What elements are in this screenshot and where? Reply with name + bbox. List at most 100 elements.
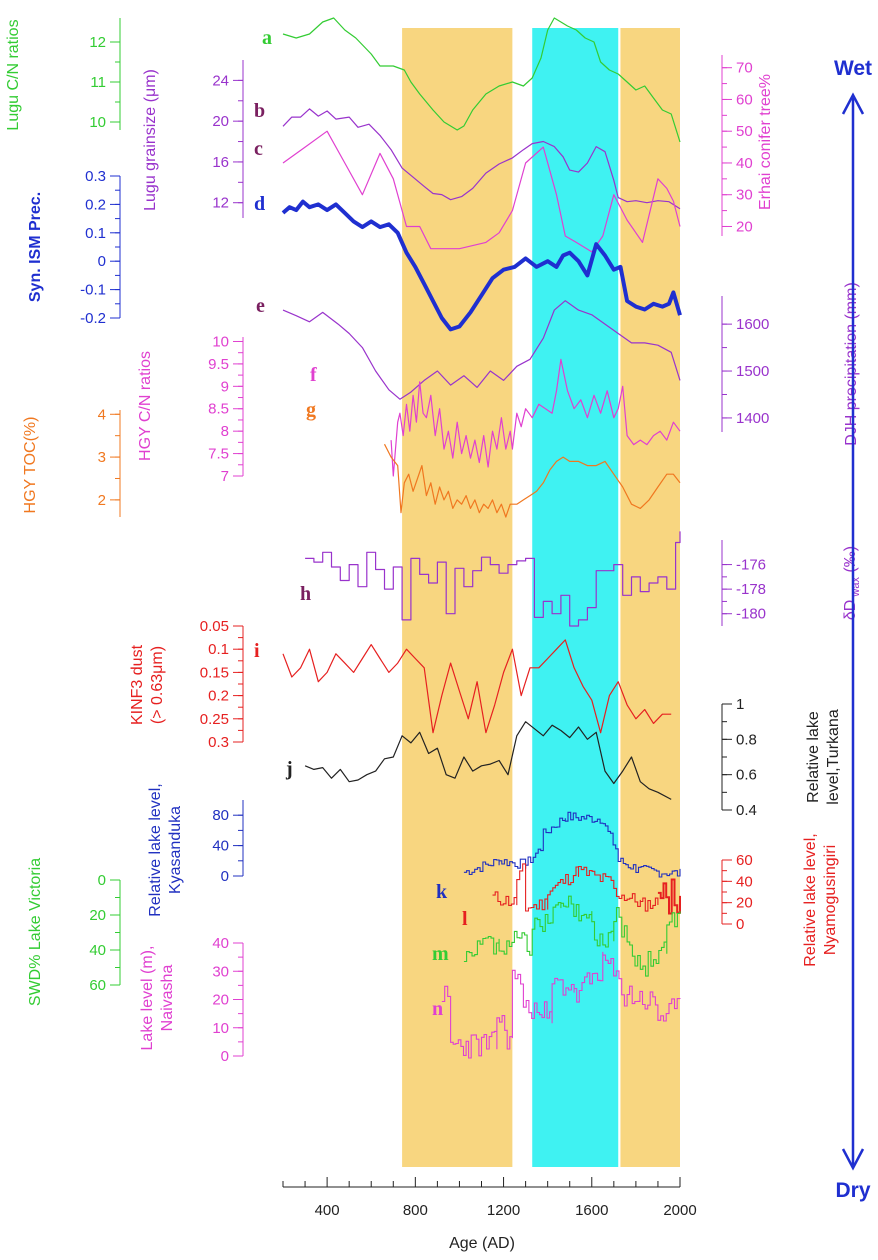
tick-label-n: 30 — [212, 963, 229, 980]
axis-d: -0.2 -0.1 0 0.1 0.2 0.3 Syn. ISM Prec. — [27, 168, 121, 327]
axis-a: 10 11 12 Lugu C/N ratios — [5, 18, 121, 131]
tick-label-e: 1400 — [736, 410, 769, 427]
tick-label-i: 0.2 — [208, 688, 229, 705]
x-tick-label: 1200 — [487, 1202, 520, 1219]
axis-title-m: SWD% Lake Victoria — [27, 858, 44, 1006]
tick-label-m: 60 — [89, 977, 106, 994]
axis-title-i: KINF3 dust (> 0.63μm) — [129, 644, 166, 725]
tick-label-m: 20 — [89, 907, 106, 924]
tick-label-b: 12 — [212, 195, 229, 212]
x-axis: 400 800 1200 1600 2000 Age (AD) — [282, 1177, 697, 1252]
axis-n: 0 10 20 30 40 Lake level (m), Naivasha — [139, 935, 244, 1065]
tick-label-k: 80 — [212, 807, 229, 824]
series-letter-b: b — [254, 100, 265, 122]
axis-title-line: (> 0.63μm) — [149, 646, 166, 724]
tick-label-n: 40 — [212, 935, 229, 952]
tick-label-d: -0.1 — [80, 282, 106, 299]
axis-title-c: Erhai conifer tree% — [757, 74, 774, 210]
tick-label-d: 0.3 — [85, 168, 106, 185]
axis-title-line: Relative lake — [805, 711, 822, 803]
axis-title-e: DJH precipitation (mm) — [843, 282, 860, 446]
tick-label-a: 12 — [89, 34, 106, 51]
tick-label-j: 1 — [736, 696, 744, 713]
tick-label-i: 0.3 — [208, 734, 229, 751]
tick-label-c: 20 — [736, 218, 753, 235]
tick-label-i: 0.15 — [200, 664, 229, 681]
axis-title-line: Relative lake level, — [802, 833, 819, 966]
tick-label-c: 50 — [736, 123, 753, 140]
x-axis-title: Age (AD) — [449, 1235, 515, 1252]
tick-label-l: 40 — [736, 873, 753, 890]
axis-b: 12 16 20 24 Lugu grainsize (μm) — [142, 60, 244, 218]
tick-label-h: -176 — [736, 557, 766, 574]
shaded-band-period-3 — [620, 28, 680, 1167]
x-tick-label: 400 — [315, 1202, 340, 1219]
series-line-g — [383, 443, 681, 518]
tick-label-a: 11 — [90, 74, 106, 91]
series-line-f — [390, 358, 681, 477]
tick-label-d: -0.2 — [80, 310, 106, 327]
tick-label-h: -178 — [736, 581, 766, 598]
series-letter-e: e — [256, 295, 265, 317]
axis-title-d: Syn. ISM Prec. — [27, 192, 44, 302]
axis-k: 0 40 80 Relative lake level, Kyasanduka — [147, 783, 244, 917]
tick-label-n: 10 — [212, 1020, 229, 1037]
series-line-h — [305, 531, 681, 627]
axis-e: 1400 1500 1600 DJH precipitation (mm) — [721, 282, 860, 446]
series-line-b — [282, 108, 681, 210]
axis-title-part: δD — [842, 600, 859, 620]
arrow-label-wet: Wet — [834, 57, 872, 80]
series-line-n — [441, 951, 681, 1059]
tick-label-g: 3 — [98, 449, 106, 466]
tick-label-j: 0.8 — [736, 731, 757, 748]
series-line-j — [304, 721, 672, 800]
tick-label-e: 1500 — [736, 363, 769, 380]
series-letter-n: n — [432, 998, 443, 1020]
tick-label-d: 0 — [98, 253, 106, 270]
series-line-d — [281, 199, 682, 332]
axis-title-line: Relative lake level, — [147, 783, 164, 916]
series-line-i — [282, 639, 672, 734]
axis-title-l: Relative lake level, Nyamogusingiri — [802, 833, 839, 966]
arrow-label-dry: Dry — [835, 1179, 870, 1202]
tick-label-k: 0 — [221, 868, 229, 885]
tick-label-m: 40 — [89, 942, 106, 959]
series-line-e — [282, 300, 681, 400]
series-line-m — [463, 895, 681, 977]
axis-j: 0.4 0.6 0.8 1 Relative lake level,Turkana — [721, 696, 842, 819]
tick-label-c: 30 — [736, 187, 753, 204]
series-letter-i: i — [254, 640, 260, 662]
series-letter-m: m — [432, 943, 449, 965]
tick-label-l: 20 — [736, 895, 753, 912]
axis-title-j: Relative lake level,Turkana — [805, 709, 842, 805]
x-tick-label: 2000 — [663, 1202, 696, 1219]
series-letter-h: h — [300, 583, 311, 605]
series-line-l — [492, 863, 659, 912]
axis-title-line: level,Turkana — [825, 709, 842, 805]
series-letter-k: k — [436, 881, 448, 903]
tick-label-f: 7 — [221, 468, 229, 485]
series-letter-a: a — [262, 27, 272, 49]
x-tick-label: 1600 — [575, 1202, 608, 1219]
tick-label-f: 8 — [221, 423, 229, 440]
axis-title-line: Naivasha — [159, 965, 176, 1032]
arrow-head-up — [841, 92, 865, 115]
tick-label-d: 0.1 — [85, 225, 106, 242]
tick-label-l: 0 — [736, 916, 744, 933]
wet-dry-arrow: Wet Dry — [834, 57, 872, 1202]
tick-label-a: 10 — [89, 114, 106, 131]
tick-label-d: 0.2 — [85, 196, 106, 213]
tick-label-h: -180 — [736, 606, 766, 623]
shaded-band-period-1 — [402, 28, 513, 1167]
tick-label-f: 9.5 — [208, 356, 229, 373]
tick-label-n: 20 — [212, 992, 229, 1009]
shaded-band-period-2 — [532, 28, 619, 1167]
tick-label-f: 8.5 — [208, 401, 229, 418]
axis-g: 2 3 4 HGY TOC(%) — [22, 406, 121, 517]
series-line-a — [282, 17, 681, 143]
tick-label-e: 1600 — [736, 316, 769, 333]
series-letter-c: c — [254, 138, 263, 160]
